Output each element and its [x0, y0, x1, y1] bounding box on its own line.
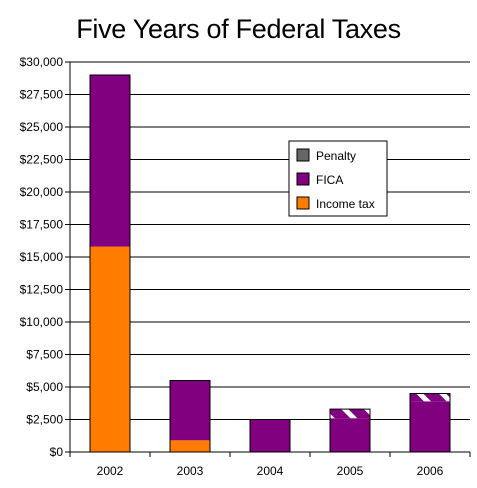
x-tick-label: 2003 — [177, 464, 204, 478]
y-tick-label: $30,000 — [20, 55, 64, 69]
bar-2005-penalty — [330, 409, 370, 419]
legend-swatch-income-tax — [296, 196, 310, 210]
y-tick-label: $10,000 — [20, 315, 64, 329]
tick-labels: $0 $2,500 $5,000 $7,500 $10,000 $12,500 $15,00… — [20, 55, 444, 478]
x-tick-label: 2006 — [417, 464, 444, 478]
y-tick-label: $0 — [50, 445, 64, 459]
bar-outline-2002 — [89, 74, 131, 453]
bar-2005-fica — [330, 418, 370, 452]
x-tick-label: 2004 — [257, 464, 284, 478]
y-tick-label: $25,000 — [20, 120, 64, 134]
bar-2006-penalty — [410, 393, 450, 402]
bars — [89, 74, 451, 453]
bar-2002-income-tax — [90, 246, 130, 452]
y-tick-label: $12,500 — [20, 283, 64, 297]
x-tick-label: 2002 — [97, 464, 124, 478]
bar-2004-fica — [250, 419, 290, 452]
bar-outline-2003 — [169, 380, 211, 453]
y-tick-label: $27,500 — [20, 88, 64, 102]
bar-2002-fica — [90, 75, 130, 247]
bar-outline-2004 — [249, 419, 291, 453]
legend-label: Income tax — [316, 197, 375, 211]
bar-2006-fica — [410, 401, 450, 452]
y-tick-label: $15,000 — [20, 250, 64, 264]
y-tick-label: $7,500 — [26, 348, 63, 362]
legend-swatch-fica — [296, 172, 310, 186]
bar-outline-2006 — [409, 393, 451, 453]
y-tick-label: $22,500 — [20, 153, 64, 167]
y-tick-label: $20,000 — [20, 185, 64, 199]
y-tick-label: $2,500 — [26, 413, 63, 427]
legend-swatch-penalty — [296, 148, 310, 162]
chart-title: Five Years of Federal Taxes — [76, 14, 401, 44]
y-tick-label: $17,500 — [20, 218, 64, 232]
bar-2003-income-tax — [170, 440, 210, 452]
x-tick-label: 2005 — [337, 464, 364, 478]
y-tick-label: $5,000 — [26, 380, 63, 394]
bar-2003-fica — [170, 380, 210, 441]
legend: Penalty FICA Income tax — [288, 140, 388, 217]
bar-outline-2005 — [329, 408, 371, 453]
legend-label: Penalty — [316, 149, 356, 163]
legend-label: FICA — [316, 173, 343, 187]
